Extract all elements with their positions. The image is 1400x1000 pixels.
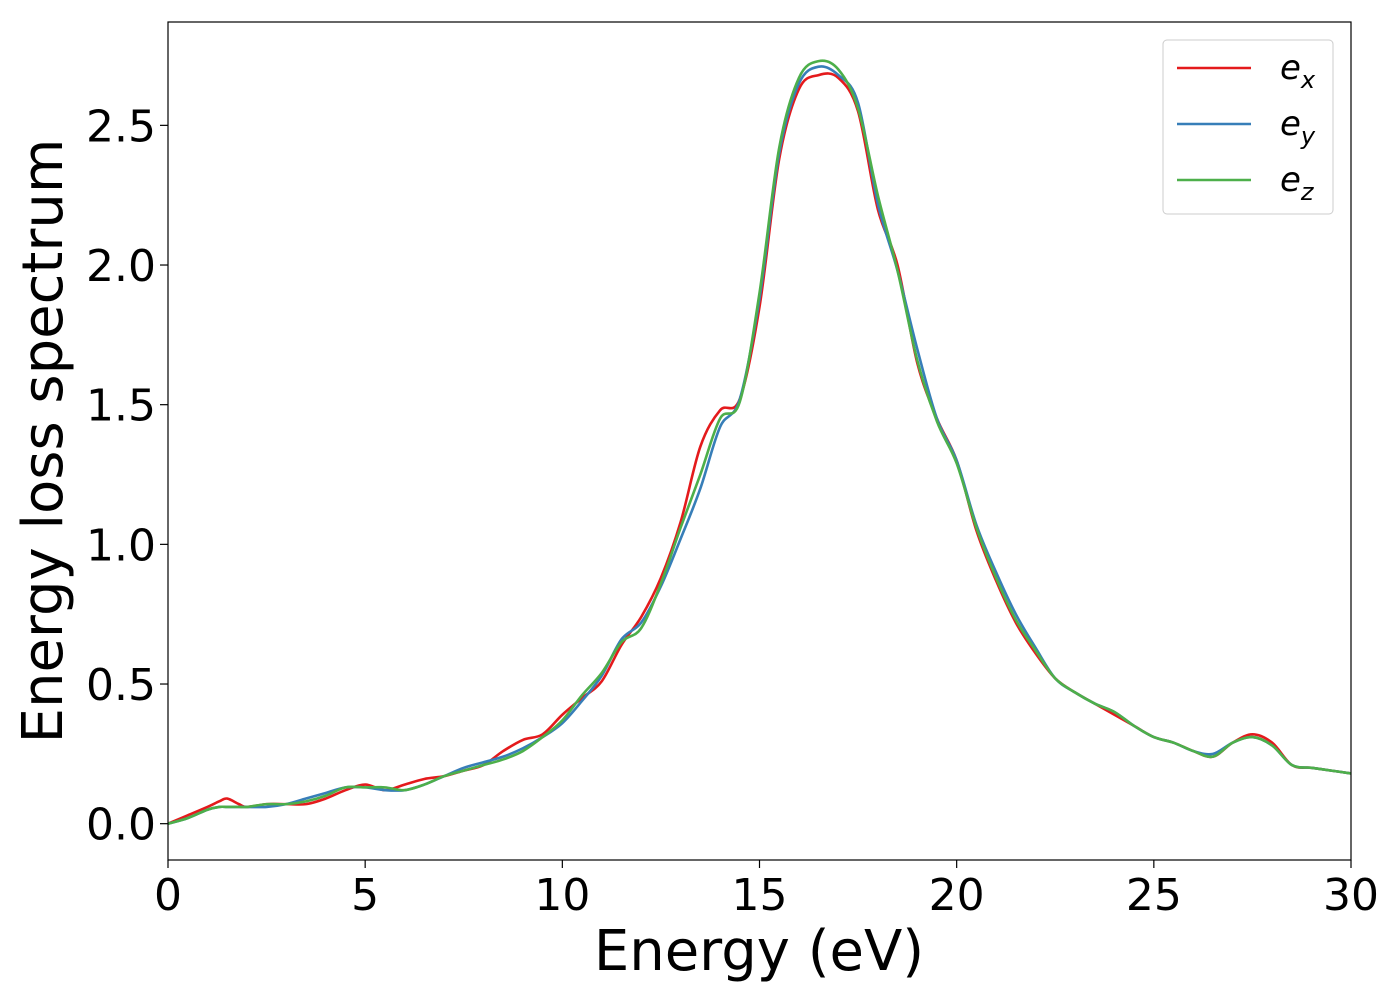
series-layer: [168, 59, 1351, 825]
x-tick-label: 10: [534, 870, 590, 921]
x-axis: 0 5 10 15 20 25 30: [154, 860, 1379, 921]
x-tick-label: 5: [351, 870, 379, 921]
x-tick-label: 25: [1126, 870, 1182, 921]
legend-label-z: ez: [1280, 160, 1315, 206]
series-line-z: [168, 59, 1351, 825]
y-axis: 0.0 0.5 1.0 1.5 2.0 2.5: [86, 101, 168, 851]
legend: ex ey ez: [1162, 39, 1334, 215]
legend-label-y: ey: [1280, 104, 1316, 150]
y-tick-label: 1.5: [86, 381, 156, 432]
y-axis-title: Energy loss spectrum: [11, 139, 76, 744]
x-tick-label: 15: [732, 870, 788, 921]
y-tick-label: 1.0: [86, 520, 156, 571]
x-axis-title: Energy (eV): [594, 919, 924, 984]
legend-frame: [1162, 39, 1334, 215]
x-tick-label: 30: [1323, 870, 1379, 921]
x-tick-label: 0: [154, 870, 182, 921]
y-tick-label: 0.5: [86, 660, 156, 711]
legend-label-x: ex: [1280, 48, 1316, 94]
y-tick-label: 2.5: [86, 101, 156, 152]
x-tick-label: 20: [929, 870, 985, 921]
legend-items: ex ey ez: [1177, 48, 1316, 206]
y-tick-label: 2.0: [86, 241, 156, 292]
y-tick-label: 0.0: [86, 800, 156, 851]
